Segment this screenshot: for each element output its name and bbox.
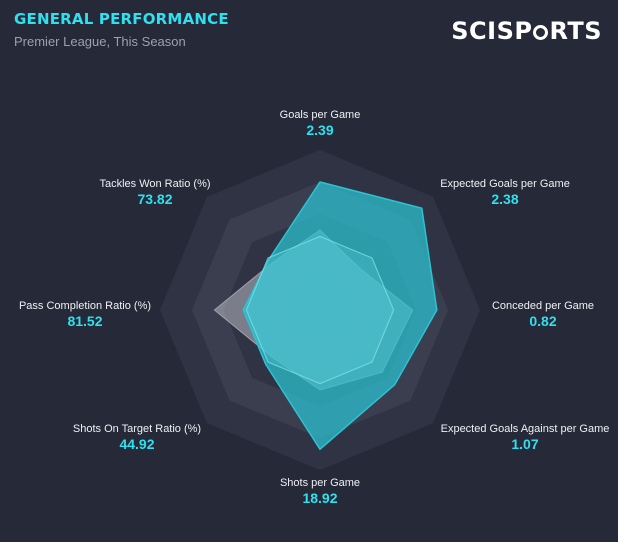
axis-name: Pass Completion Ratio (%) xyxy=(18,300,152,312)
axis-label-shots-on-target-ratio: Shots On Target Ratio (%) 44.92 xyxy=(62,423,212,452)
axis-name: Shots On Target Ratio (%) xyxy=(72,423,202,435)
axis-name: Tackles Won Ratio (%) xyxy=(99,178,211,190)
chart-title: GENERAL PERFORMANCE xyxy=(14,10,229,28)
axis-value: 2.38 xyxy=(491,191,519,207)
axis-label-expected-goals-per-game: Expected Goals per Game 2.38 xyxy=(430,178,580,207)
axis-name: Expected Goals Against per Game xyxy=(440,423,610,435)
scisports-logo: SCISP RTS xyxy=(451,17,602,45)
axis-value: 81.52 xyxy=(67,313,103,329)
axis-label-tackles-won-ratio: Tackles Won Ratio (%) 73.82 xyxy=(80,178,230,207)
axis-name: Conceded per Game xyxy=(491,300,595,312)
axis-name: Shots per Game xyxy=(279,477,361,489)
axis-label-conceded-per-game: Conceded per Game 0.82 xyxy=(478,300,608,329)
radar-baseline xyxy=(245,235,395,385)
axis-label-pass-completion-ratio: Pass Completion Ratio (%) 81.52 xyxy=(10,300,160,329)
axis-name: Expected Goals per Game xyxy=(440,178,570,190)
axis-value: 0.82 xyxy=(529,313,557,329)
axis-label-expected-goals-against: Expected Goals Against per Game 1.07 xyxy=(432,423,618,452)
axis-value: 18.92 xyxy=(302,490,338,506)
chart-subtitle: Premier League, This Season xyxy=(14,34,186,49)
axis-value: 73.82 xyxy=(137,191,173,207)
axis-label-shots-per-game: Shots per Game 18.92 xyxy=(270,477,370,506)
axis-value: 1.07 xyxy=(511,436,539,452)
axis-label-goals-per-game: Goals per Game 2.39 xyxy=(270,109,370,138)
axis-value: 44.92 xyxy=(119,436,155,452)
axis-value: 2.39 xyxy=(306,122,334,138)
axis-name: Goals per Game xyxy=(279,109,361,121)
